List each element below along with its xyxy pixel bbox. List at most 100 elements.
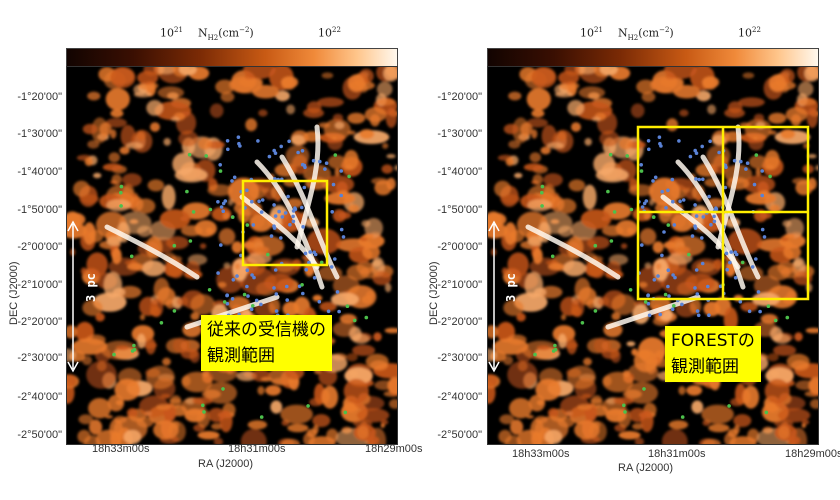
dense-core-marker [694,268,699,272]
dense-core-marker [236,135,241,139]
dust-clump [794,332,803,342]
dust-clump [664,67,697,79]
dust-clump [209,103,224,118]
dust-clump [110,129,117,139]
dust-clump [768,130,777,135]
dust-clump [382,142,389,149]
dust-clump [529,152,541,163]
dense-core-marker [272,148,276,153]
dense-core-marker [693,148,697,153]
core-marker-green [343,410,348,415]
dust-clump [560,314,567,321]
dense-core-marker [671,199,675,204]
dec-tick-label: -2°00'00" [17,241,62,253]
dense-core-marker [312,250,316,255]
dust-clump [303,432,315,444]
dust-clump [223,262,231,269]
dense-core-marker [714,206,718,210]
dust-clump [488,211,503,230]
dust-clump [606,397,617,405]
core-marker-green [553,343,557,348]
dust-clump [111,174,122,185]
dense-core-marker [750,265,755,269]
dust-clump [770,326,783,342]
dust-clump [377,98,396,106]
dec-tick-label: -1°30'00" [17,128,62,140]
dense-core-marker [225,293,229,298]
dust-clump [526,88,551,111]
dust-clump [516,312,526,322]
dust-clump [531,67,557,88]
dust-clump [366,436,380,444]
dust-clump [326,428,339,443]
bright-filament [715,124,742,250]
dense-core-marker [341,235,346,239]
dense-core-marker [272,286,276,290]
colorbar-tick-low: 1021 [580,26,603,40]
dust-clump [628,184,654,197]
core-marker-green [242,292,247,297]
dust-clump [67,374,77,387]
dec-tick-label: -1°50'00" [437,204,482,216]
dust-clump [523,163,544,171]
core-marker-green [333,153,338,157]
dust-clump [309,397,324,407]
ra-axis-label: RA (J2000) [618,462,674,474]
dust-clump [312,424,319,434]
dust-clump [591,395,603,409]
ra-axis-label: RA (J2000) [198,458,254,470]
dust-clump [131,325,155,343]
ra-tick-label: 18h29m00s [785,448,840,460]
dust-clump [270,400,283,414]
core-marker-green [208,207,213,212]
dust-clump [324,192,356,205]
dust-clump [488,325,498,339]
dust-clump [334,121,345,130]
dense-core-marker [707,194,711,199]
dust-clump [539,285,563,299]
dense-core-marker [301,225,305,229]
dust-clump [581,393,592,398]
core-marker-green [740,260,745,265]
column-density-map [66,66,398,445]
dense-core-marker [230,179,234,183]
dense-core-marker [640,243,644,247]
dense-core-marker [231,278,236,282]
dust-clump [724,432,736,444]
dust-clump [386,154,396,159]
dust-clump [679,109,689,117]
dust-clump [499,414,515,425]
dust-clump [359,129,375,139]
dust-clump [86,360,117,389]
core-marker-green [785,315,790,320]
dense-core-marker [288,222,292,227]
dust-clump [764,149,780,170]
dense-core-marker [269,234,274,238]
dense-core-marker [688,154,693,159]
dust-clump [84,157,94,167]
dense-core-marker [680,302,684,307]
core-marker-green [259,415,264,419]
dust-clump [317,97,344,107]
dust-clump [150,122,160,132]
core-marker-green [540,184,545,189]
dust-clump [184,408,206,423]
dust-clump [527,236,543,247]
dense-core-marker [330,210,335,214]
dust-clump [805,327,818,334]
core-marker-green [221,387,225,391]
dense-core-marker [678,199,682,204]
dust-clump [507,334,527,345]
dust-clump [498,429,512,444]
dust-clump [630,103,645,118]
dense-core-marker [738,299,743,304]
dust-clump [578,86,605,99]
dense-core-marker [331,182,336,187]
dense-core-marker [250,273,254,277]
dust-clump [764,378,790,404]
dense-core-marker [317,299,322,304]
dust-clump [356,408,390,423]
dense-core-marker [296,150,300,155]
dense-core-marker [729,250,733,254]
dust-clump [522,340,560,360]
